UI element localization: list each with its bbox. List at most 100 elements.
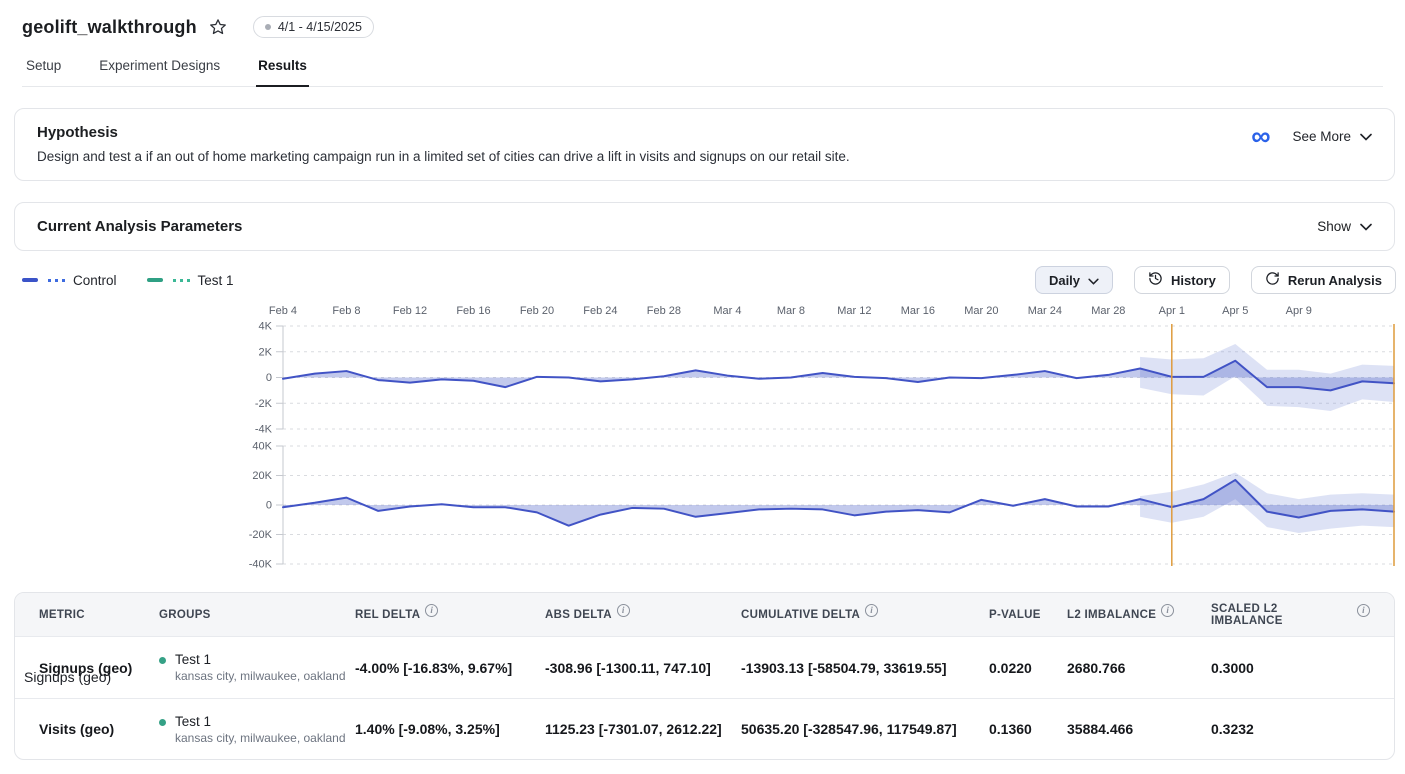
show-parameters-button[interactable]: Show — [1317, 219, 1372, 234]
x-axis-tick-label: Mar 24 — [1028, 305, 1062, 317]
results-table: METRIC GROUPS REL DELTA i ABS DELTA i CUMULATI… — [14, 592, 1395, 760]
difference-area-fill — [283, 479, 1394, 526]
chevron-down-icon — [1360, 129, 1372, 144]
test1-dotted-line-swatch — [172, 278, 190, 282]
cell-cumulative-delta: 50635.20 [-328547.96, 117549.87] — [741, 721, 957, 737]
rerun-analysis-button[interactable]: Rerun Analysis — [1250, 266, 1396, 294]
cell-metric: Visits (geo) — [39, 721, 115, 737]
group-name: Test 1 — [175, 713, 212, 729]
column-header-scaled-l2-imbalance: SCALED L2 IMBALANCE i — [1211, 603, 1370, 627]
info-icon[interactable]: i — [616, 604, 630, 617]
table-row-signups-geo-: Signups (geo) Test 1 kansas city, milwauke… — [15, 637, 1394, 698]
legend-item-test-1: Test 1 — [146, 272, 234, 288]
y-axis-tick-label: 2K — [259, 346, 273, 358]
cell-rel-delta: 1.40% [-9.08%, 3.25%] — [355, 721, 500, 737]
x-axis-tick-label: Mar 4 — [713, 305, 741, 317]
cell-l2-imbalance: 2680.766 — [1067, 659, 1126, 676]
star-icon[interactable] — [209, 18, 227, 36]
table-body: Signups (geo) Test 1 kansas city, milwauke… — [15, 637, 1394, 759]
cell-groups: Test 1 kansas city, milwaukee, oakland — [159, 714, 355, 745]
chart-controls-row: Control Test 1 Daily His — [22, 266, 1396, 294]
difference-line — [282, 478, 1395, 527]
x-axis-tick-label: Feb 28 — [647, 305, 681, 317]
x-axis-tick-label: Feb 20 — [520, 305, 554, 317]
signups-chart-label: Signups (geo) — [24, 669, 112, 685]
analysis-parameters-title: Current Analysis Parameters — [37, 218, 243, 235]
cell-rel-delta: -4.00% [-16.83%, 9.67%] — [355, 659, 513, 676]
cell-scaled-l2-imbalance: 0.3232 — [1211, 721, 1254, 737]
column-header-label: METRIC — [39, 608, 85, 621]
column-header-cumulative-delta: CUMULATIVE DELTA i — [741, 604, 989, 621]
x-axis-tick-label: Mar 16 — [901, 305, 935, 317]
granularity-value: Daily — [1048, 272, 1081, 288]
date-range-text: 4/1 - 4/15/2025 — [277, 20, 362, 34]
control-dotted-line-swatch — [48, 278, 65, 282]
cell-cumulative-delta: -13903.13 [-58504.79, 33619.55] — [741, 659, 947, 676]
column-header-label: L2 IMBALANCE — [1067, 608, 1157, 621]
info-icon[interactable]: i — [865, 604, 879, 617]
status-dot — [264, 24, 271, 30]
x-axis-tick-label: Feb 24 — [583, 305, 617, 317]
column-header-label: CUMULATIVE DELTA — [741, 608, 861, 621]
tab-setup[interactable]: Setup — [26, 58, 62, 73]
cell-p-value: 0.1360 — [989, 721, 1032, 737]
column-header-metric: METRIC — [39, 609, 159, 621]
test1-solid-line-swatch — [146, 278, 163, 282]
hypothesis-description: Design and test a if an out of home mark… — [37, 149, 850, 164]
x-axis-tick-label: Feb 4 — [269, 305, 297, 317]
cell-abs-delta: -308.96 [-1300.11, 747.10] — [545, 659, 711, 676]
x-axis-tick-label: Feb 8 — [332, 305, 360, 317]
chart-legend: Control Test 1 — [22, 273, 234, 288]
x-axis-tick-label: Apr 5 — [1222, 305, 1248, 317]
granularity-dropdown[interactable]: Daily — [1034, 266, 1114, 294]
table-header-row: METRIC GROUPS REL DELTA i ABS DELTA i CUMULATI… — [15, 593, 1394, 637]
lift-difference-charts[interactable]: Feb 4 Feb 8 Feb 12 Feb 16 Feb 20 Feb 24 Feb 28… — [0, 300, 1405, 582]
info-icon[interactable]: i — [1357, 604, 1370, 617]
show-label: Show — [1317, 219, 1351, 234]
y-axis-tick-label: 0 — [266, 500, 272, 512]
x-axis-tick-label: Apr 9 — [1286, 305, 1312, 317]
meta-logo-icon: ∞ — [1251, 121, 1271, 151]
confidence-band — [1140, 472, 1394, 534]
y-axis-tick-label: 20K — [252, 470, 272, 482]
see-more-label: See More — [1292, 128, 1351, 144]
tab-results[interactable]: Results — [256, 54, 309, 87]
legend-item-control: Control — [22, 273, 117, 288]
difference-line — [282, 359, 1395, 392]
column-header-label: P-VALUE — [989, 608, 1041, 621]
history-label: History — [1171, 272, 1216, 288]
group-cities: kansas city, milwaukee, oakland — [175, 669, 346, 683]
tab-bar: Setup Experiment Designs Results — [22, 54, 1383, 87]
y-axis-tick-label: 0 — [266, 372, 272, 384]
info-icon[interactable]: i — [425, 604, 439, 617]
history-button[interactable]: History — [1134, 266, 1230, 294]
y-axis-tick-label: -20K — [249, 529, 273, 541]
column-header-abs-delta: ABS DELTA i — [545, 604, 741, 621]
x-axis-tick-label: Feb 16 — [456, 305, 490, 317]
table-row-visits-geo-: Visits (geo) Test 1 kansas city, milwaukee… — [15, 698, 1394, 759]
info-icon[interactable]: i — [1161, 604, 1175, 617]
legend-label: Test 1 — [197, 272, 234, 288]
cell-l2-imbalance: 35884.466 — [1067, 721, 1134, 737]
chevron-down-icon — [1088, 273, 1099, 288]
see-more-button[interactable]: See More — [1292, 129, 1372, 144]
cell-metric: Signups (geo) — [39, 659, 133, 676]
page-title: geolift_walkthrough — [22, 16, 197, 37]
chevron-down-icon — [1360, 219, 1372, 234]
hypothesis-card: Hypothesis Design and test a if an out o… — [14, 108, 1395, 181]
column-header-label: GROUPS — [159, 608, 211, 621]
cell-p-value: 0.0220 — [989, 659, 1032, 676]
x-axis-tick-label: Mar 12 — [837, 305, 871, 317]
column-header-p-value: P-VALUE — [989, 609, 1067, 621]
tab-experiment-designs[interactable]: Experiment Designs — [99, 58, 221, 73]
column-header-groups: GROUPS — [159, 609, 355, 621]
history-icon — [1148, 271, 1163, 289]
column-header-label: ABS DELTA — [545, 608, 612, 621]
x-axis-tick-label: Apr 1 — [1159, 305, 1185, 317]
y-axis-tick-label: 4K — [259, 321, 273, 333]
group-color-dot — [159, 657, 166, 664]
page-header: geolift_walkthrough 4/1 - 4/15/2025 Setu… — [0, 0, 1405, 87]
column-header-label: REL DELTA — [355, 608, 421, 621]
